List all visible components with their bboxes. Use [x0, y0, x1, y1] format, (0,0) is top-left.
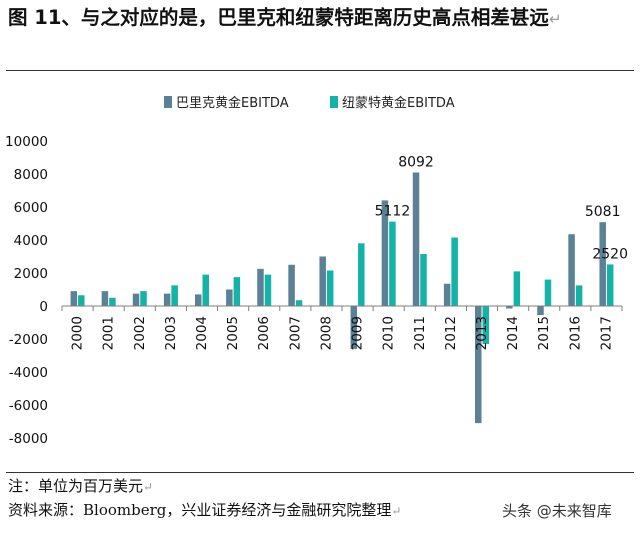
data-label-2011-s1: 8092 — [398, 154, 434, 170]
bar-s2-2001 — [109, 297, 116, 306]
bar-s2-2014 — [513, 271, 521, 306]
bar-s2-2011 — [420, 254, 427, 306]
legend-label-1: 巴里克黄金EBITDA — [176, 95, 289, 111]
y-tick-label: -2000 — [9, 332, 48, 348]
bar-s2-2010 — [389, 221, 396, 306]
x-tick-label-2017: 2017 — [598, 316, 614, 350]
bar-s1-2016 — [568, 234, 575, 306]
figure-note: 注：单位为百万美元↵ — [8, 475, 153, 498]
bar-s1-2014 — [506, 306, 513, 309]
x-tick-label-2000: 2000 — [70, 316, 86, 350]
x-tick-label-2003: 2003 — [163, 316, 179, 350]
y-tick-label: -6000 — [9, 398, 48, 414]
bar-chart: 巴里克黄金EBITDA 纽蒙特黄金EBITDA -8000 -6000 -4000 -20… — [5, 95, 628, 447]
paragraph-mark: ↵ — [548, 10, 562, 28]
x-tick-label-2009: 2009 — [350, 316, 366, 350]
bar-s1-2008 — [319, 256, 326, 306]
x-tick-label-2002: 2002 — [132, 316, 148, 350]
title-rule — [6, 70, 634, 71]
figure-note-text: 注：单位为百万美元 — [8, 477, 144, 495]
bar-s2-2013 — [482, 306, 489, 344]
data-label-2010-s2: 5112 — [375, 204, 411, 220]
bar-s1-2002 — [132, 293, 140, 306]
bar-s1-2001 — [101, 291, 109, 306]
x-tick-label-2015: 2015 — [536, 316, 552, 350]
bar-s1-2000 — [70, 291, 78, 306]
bar-s1-2011 — [412, 172, 420, 306]
x-tick-label-2008: 2008 — [318, 316, 334, 350]
x-tick-label-2010: 2010 — [381, 316, 397, 350]
bar-s1-2015 — [537, 306, 544, 316]
x-tick-label-2004: 2004 — [194, 316, 210, 350]
bar-s2-2017 — [606, 264, 614, 306]
y-tick-label: 4000 — [14, 233, 48, 249]
bar-s2-2003 — [171, 285, 178, 306]
bar-s2-2008 — [326, 270, 334, 306]
bar-s1-2006 — [257, 268, 264, 306]
y-tick-label: 10000 — [5, 134, 48, 150]
y-tick-label: -4000 — [9, 365, 48, 381]
bar-s1-2009 — [350, 306, 358, 349]
y-tick-label: 2000 — [14, 266, 48, 282]
bar-s1-2005 — [226, 289, 233, 306]
x-tick-label-2012: 2012 — [443, 316, 459, 350]
bar-s2-2009 — [358, 243, 365, 306]
bar-s2-2006 — [264, 274, 272, 306]
legend-label-2: 纽蒙特黄金EBITDA — [342, 95, 455, 111]
bar-s1-2017 — [599, 222, 606, 306]
legend-swatch-1 — [164, 96, 172, 108]
x-tick-label-2013: 2013 — [474, 316, 490, 350]
x-tick-label-2016: 2016 — [567, 316, 583, 350]
bar-s2-2004 — [202, 274, 209, 306]
legend-swatch-2 — [330, 96, 338, 108]
x-tick-label-2014: 2014 — [505, 316, 521, 350]
y-tick-label: -8000 — [9, 431, 48, 447]
x-tick-label-2007: 2007 — [287, 316, 303, 350]
x-tick-label-2001: 2001 — [101, 316, 117, 350]
watermark: 头条 @未来智库 — [502, 502, 612, 520]
bar-s2-2015 — [544, 279, 552, 306]
x-tick-label-2006: 2006 — [256, 316, 272, 350]
x-tick-label-2011: 2011 — [412, 316, 428, 350]
y-tick-label: 6000 — [14, 200, 48, 216]
paragraph-mark: ↵ — [391, 504, 402, 518]
bar-s2-2005 — [233, 277, 241, 306]
bar-s1-2004 — [195, 294, 202, 306]
bar-s2-2012 — [451, 237, 458, 306]
bar-s1-2007 — [288, 264, 295, 306]
footer-rule — [6, 472, 634, 473]
bar-s1-2010 — [381, 200, 389, 306]
bar-s2-2016 — [575, 285, 583, 306]
bar-s1-2013 — [475, 306, 482, 424]
figure-source: 资料来源：Bloomberg，兴业证券经济与金融研究院整理↵ — [8, 499, 401, 522]
figure-source-text: 资料来源：Bloomberg，兴业证券经济与金融研究院整理 — [8, 501, 392, 519]
bar-s2-2000 — [78, 295, 85, 306]
bar-s1-2012 — [443, 283, 451, 306]
figure-title-text: 图 11、与之对应的是，巴里克和纽蒙特距离历史高点相差甚远 — [8, 6, 549, 29]
bar-s2-2007 — [295, 300, 303, 306]
data-label-2017-s2: 2520 — [592, 246, 628, 262]
figure-title: 图 11、与之对应的是，巴里克和纽蒙特距离历史高点相差甚远↵ — [8, 2, 632, 35]
bar-s2-2002 — [140, 291, 147, 306]
x-tick-label-2005: 2005 — [225, 316, 241, 350]
data-label-2017-s1: 5081 — [585, 204, 621, 220]
y-tick-label: 8000 — [14, 167, 48, 183]
paragraph-mark: ↵ — [143, 480, 154, 494]
bar-s1-2003 — [163, 293, 171, 306]
y-tick-label: 0 — [39, 299, 48, 315]
